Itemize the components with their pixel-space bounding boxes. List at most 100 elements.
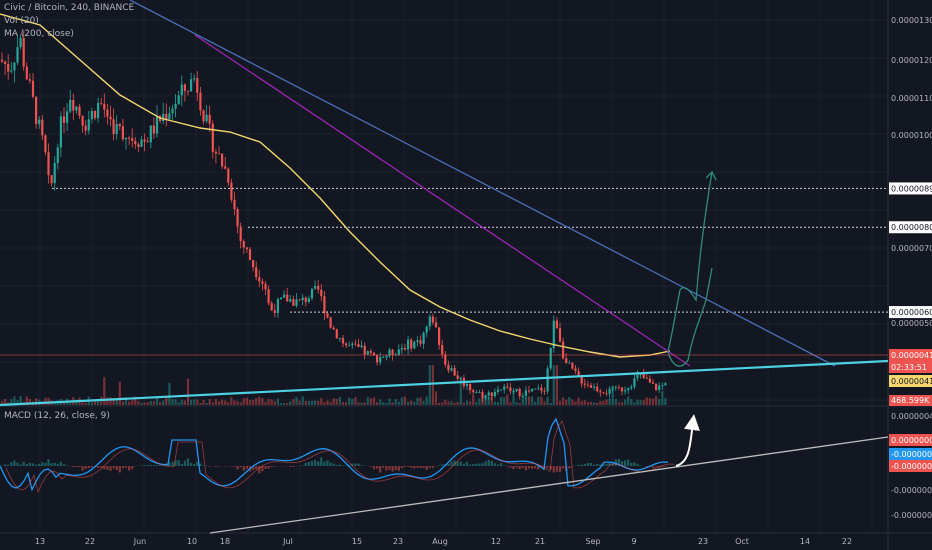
candle-body bbox=[131, 138, 134, 141]
macd-histogram-bar bbox=[345, 465, 348, 466]
macd-histogram-bar bbox=[310, 461, 314, 466]
macd-histogram-bar bbox=[450, 461, 453, 466]
volume-bar bbox=[543, 401, 546, 405]
macd-histogram-bar bbox=[481, 463, 484, 466]
volume-bar bbox=[630, 398, 633, 405]
volume-bar bbox=[639, 400, 642, 405]
volume-bar bbox=[366, 397, 369, 405]
candle-body bbox=[22, 37, 25, 67]
volume-bar bbox=[614, 399, 617, 405]
candle-body bbox=[261, 281, 264, 284]
candle-body bbox=[13, 62, 16, 71]
macd-histogram-bar bbox=[664, 466, 667, 467]
candle-body bbox=[100, 102, 103, 104]
time-axis[interactable]: 13 22 Jun 10 18 Jul 15 23 Aug 12 21 Sep 9 23 Oct 14 22 bbox=[35, 537, 852, 546]
candle-body bbox=[279, 297, 283, 300]
candle-body bbox=[602, 392, 605, 394]
macd-value-tag-label: 0.00000001 bbox=[891, 436, 932, 445]
candle-body bbox=[338, 337, 341, 339]
volume-bar bbox=[326, 400, 329, 405]
macd-histogram-bar bbox=[112, 466, 115, 469]
candle-body bbox=[103, 103, 106, 110]
candle-body bbox=[97, 102, 100, 119]
volume-bar bbox=[140, 402, 143, 405]
candle-body bbox=[456, 375, 459, 379]
volume-bar bbox=[351, 398, 354, 405]
macd-histogram-bar bbox=[428, 466, 431, 468]
volume-bar bbox=[233, 400, 236, 405]
candle-body bbox=[56, 147, 59, 164]
candle-body bbox=[376, 355, 379, 363]
candle-body bbox=[354, 343, 357, 345]
current-price-tag bbox=[889, 349, 932, 361]
candle-body bbox=[242, 241, 245, 248]
volume-bar bbox=[205, 402, 208, 405]
candle-body bbox=[465, 383, 469, 386]
candle-body bbox=[273, 310, 276, 314]
volume-bar bbox=[527, 396, 531, 405]
candle-body bbox=[140, 139, 143, 147]
volume-bar bbox=[208, 399, 211, 405]
volume-bar bbox=[624, 399, 627, 405]
time-axis-tick: Jun bbox=[133, 537, 147, 546]
volume-bar bbox=[90, 402, 93, 405]
macd-histogram-bar bbox=[264, 466, 267, 469]
candle-body bbox=[472, 390, 475, 393]
candle-body bbox=[648, 378, 651, 383]
macd-histogram-bar bbox=[174, 460, 177, 466]
candle-body bbox=[496, 389, 500, 392]
macd-histogram-bar bbox=[97, 466, 100, 468]
macd-histogram-bar bbox=[655, 466, 658, 468]
candle-body bbox=[345, 343, 348, 346]
volume-bar bbox=[496, 402, 500, 405]
volume-bar bbox=[221, 399, 224, 405]
candle-body bbox=[320, 289, 323, 297]
candle-body bbox=[165, 113, 168, 120]
volume-bar bbox=[124, 399, 128, 405]
candle-body bbox=[69, 99, 72, 112]
macd-histogram-bar bbox=[155, 465, 159, 466]
volume-bar bbox=[552, 365, 555, 405]
candle-body bbox=[620, 387, 624, 392]
candle-body bbox=[248, 249, 252, 261]
candle-body bbox=[289, 299, 292, 302]
candle-body bbox=[81, 115, 84, 126]
volume-bar bbox=[323, 402, 326, 405]
macd-histogram-bar bbox=[400, 466, 403, 469]
candle-body bbox=[658, 385, 661, 390]
descending-trendline-blue bbox=[129, 0, 836, 367]
volume-bar bbox=[546, 396, 549, 405]
macd-histogram-bar bbox=[177, 460, 180, 466]
price-axis[interactable]: 0.00000898 0.00000807 0.00000608 0.00001300… bbox=[889, 16, 932, 520]
macd-histogram-bar bbox=[329, 462, 332, 466]
candle-body bbox=[239, 226, 242, 242]
volume-bar bbox=[214, 398, 217, 405]
volume-bar bbox=[410, 400, 413, 405]
volume-bar bbox=[276, 398, 279, 405]
volume-bar bbox=[450, 401, 453, 405]
macd-histogram-bar bbox=[599, 464, 602, 466]
candle-body bbox=[645, 377, 648, 379]
macd-histogram-bar bbox=[186, 458, 190, 466]
volume-bar bbox=[605, 399, 608, 405]
resistance-tag bbox=[889, 306, 932, 319]
volume-bar bbox=[379, 399, 382, 405]
macd-value-tag-label: -0.00000001 bbox=[891, 462, 932, 471]
volume-bar bbox=[642, 399, 645, 405]
volume-bar bbox=[103, 377, 106, 405]
volume-bar bbox=[345, 402, 348, 405]
volume-bar bbox=[555, 365, 558, 405]
volume-bar bbox=[655, 396, 658, 405]
candle-body bbox=[329, 317, 332, 328]
candle-body bbox=[434, 322, 438, 328]
macd-histogram-bar bbox=[4, 464, 7, 466]
candle-body bbox=[180, 84, 183, 96]
volume-bar bbox=[462, 402, 465, 405]
volume-bar bbox=[627, 396, 630, 405]
candle-body bbox=[199, 92, 202, 111]
volume-bar bbox=[224, 400, 227, 405]
macd-histogram-bar bbox=[617, 458, 620, 466]
